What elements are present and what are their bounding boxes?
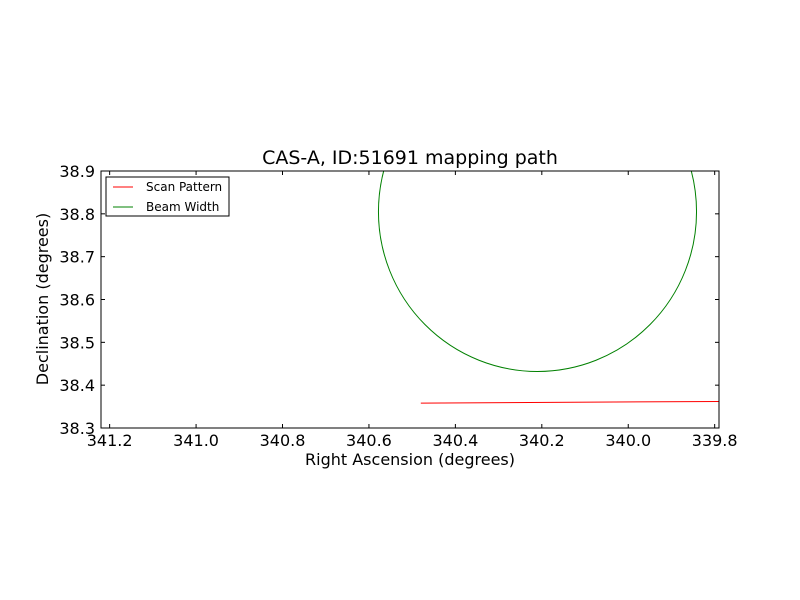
y-tick-label: 38.3	[59, 419, 95, 438]
y-axis-label: Declination (degrees)	[33, 213, 52, 385]
y-tick-label: 38.6	[59, 291, 95, 310]
x-tick-label: 341.0	[173, 431, 219, 450]
beam-width-circle	[377, 171, 697, 372]
x-tick-label: 341.2	[87, 431, 133, 450]
y-tick-label: 38.7	[59, 248, 95, 267]
y-tick-label: 38.5	[59, 333, 95, 352]
chart-title: CAS-A, ID:51691 mapping path	[262, 147, 558, 169]
legend: Scan Pattern Beam Width	[105, 176, 230, 217]
scan-pattern-line	[420, 400, 719, 404]
x-tick-label: 340.8	[260, 431, 306, 450]
y-tick-label: 38.8	[59, 205, 95, 224]
x-tick-label: 340.0	[605, 431, 651, 450]
y-tick-label: 38.4	[59, 376, 95, 395]
x-axis: 341.2 341.0 340.8 340.6 340.4 340.2 340.0 339.8	[87, 171, 738, 450]
legend-label-scan-pattern: Scan Pattern	[146, 180, 222, 194]
legend-box	[105, 176, 230, 217]
y-axis: 38.3 38.4 38.5 38.6 38.7 38.8 38.9	[59, 162, 719, 438]
x-tick-label: 340.4	[432, 431, 478, 450]
y-tick-label: 38.9	[59, 162, 95, 181]
x-axis-label: Right Ascension (degrees)	[305, 450, 515, 469]
x-tick-label: 339.8	[692, 431, 738, 450]
x-tick-label: 340.6	[346, 431, 392, 450]
x-tick-label: 340.2	[519, 431, 565, 450]
legend-label-beam-width: Beam Width	[146, 200, 219, 214]
series-layer	[377, 171, 719, 404]
